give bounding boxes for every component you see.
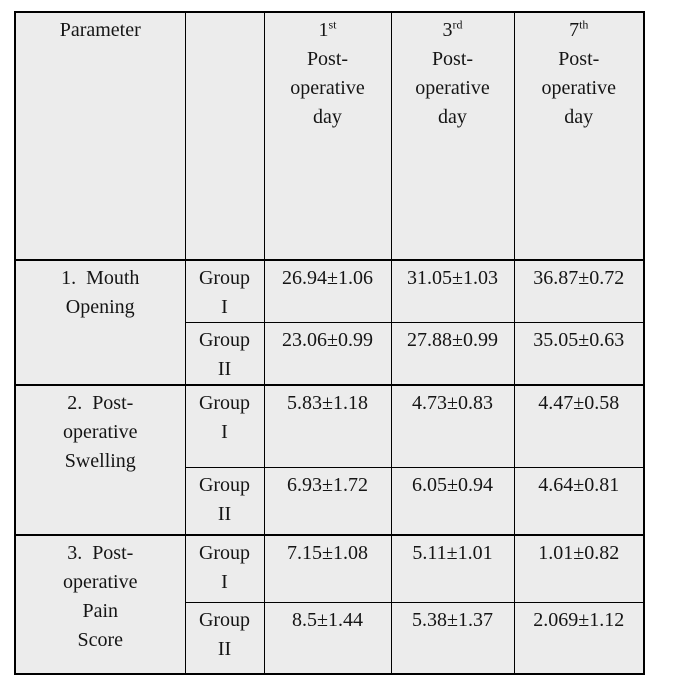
header-cell-day-7: 7th Post- operative day [513,11,645,261]
postoperative-results-table: Parameter 1st Post- operative day 3rd Po… [14,11,645,675]
value-cell: 5.11±1.01 [390,534,515,603]
value-cell: 23.06±0.99 [263,322,392,386]
value-cell: 4.47±0.58 [513,384,645,468]
day-7-line: operative [541,77,616,99]
param-line: 1. Mouth [61,267,140,289]
group-cell: Group II [184,322,265,386]
header-cell-parameter: Parameter [14,11,186,261]
group-cell: Group I [184,384,265,468]
table-row: Group II 8.5±1.44 5.38±1.37 2.069±1.12 [15,601,645,675]
group-numeral: I [221,571,228,593]
group-cell: Group II [184,601,265,675]
param-line: Opening [65,296,135,318]
group-cell: Group I [184,534,265,603]
ordinal-suffix: th [579,17,589,32]
group-label: Group [198,473,251,496]
day-1-line: operative [290,77,365,99]
header-row: Parameter 1st Post- operative day 3rd Po… [14,11,645,261]
param-cell-postoperative-pain-score: 3. Post- operative Pain Score [14,534,186,675]
header-cell-group [184,11,265,261]
group-cell: Group II [184,466,265,536]
value-cell: 4.64±0.81 [513,466,645,536]
group-numeral: I [221,421,228,443]
param-line: 3. Post- [67,542,134,564]
group-cell: Group I [184,259,265,323]
group-numeral: II [217,637,232,660]
table-row: 1. Mouth Opening Group I 26.94±1.06 31.0… [14,259,645,386]
day-3-line: Post- [431,48,474,70]
group-numeral: I [221,296,228,318]
param-line: operative [63,421,138,443]
day-7-line: day [564,106,594,128]
parameter-header-label: Parameter [59,19,141,41]
ordinal-suffix: st [328,17,337,32]
day-7-ordinal: 7th [569,17,589,41]
group-numeral: II [217,502,232,525]
param-cell-mouth-opening: 1. Mouth Opening [14,259,186,386]
ordinal-suffix: rd [452,17,463,32]
value-cell: 6.93±1.72 [263,466,392,536]
day-3-line: day [438,106,467,128]
value-cell: 36.87±0.72 [513,259,645,323]
param-line: Pain [82,600,119,622]
param-line: Score [77,629,124,651]
day-7-line: Post- [558,48,600,70]
value-cell: 31.05±1.03 [390,259,515,323]
param-line: 2. Post- [67,392,134,414]
header-cell-day-1: 1st Post- operative day [263,11,392,261]
day-1-line: Post- [306,48,349,70]
group-label: Group [198,542,251,564]
table-row: 2. Post- operative Swelling Group I 5.83… [14,384,645,536]
day-3-ordinal: 3rd [442,17,463,41]
value-cell: 4.73±0.83 [390,384,515,468]
day-1-ordinal: 1st [318,17,337,41]
group-label: Group [198,267,251,289]
value-cell: 5.38±1.37 [390,601,515,675]
param-line: Swelling [64,450,136,472]
header-cell-day-3: 3rd Post- operative day [390,11,515,261]
group-numeral: II [217,358,232,380]
day-3-line: operative [415,77,490,99]
group-label: Group [198,392,251,414]
value-cell: 1.01±0.82 [513,534,645,603]
value-cell: 8.5±1.44 [263,601,392,675]
table-row: Group II 23.06±0.99 27.88±0.99 35.05±0.6… [15,322,645,386]
page: Parameter 1st Post- operative day 3rd Po… [14,11,645,675]
value-cell: 26.94±1.06 [263,259,392,323]
value-cell: 2.069±1.12 [513,601,645,675]
day-1-line: day [313,106,342,128]
value-cell: 6.05±0.94 [390,466,515,536]
value-cell: 35.05±0.63 [513,322,645,386]
value-cell: 27.88±0.99 [390,322,515,386]
group-label: Group [198,329,251,351]
value-cell: 7.15±1.08 [263,534,392,603]
param-cell-postoperative-swelling: 2. Post- operative Swelling [14,384,186,536]
group-label: Group [198,608,251,631]
value-cell: 5.83±1.18 [263,384,392,468]
table-row: Group II 6.93±1.72 6.05±0.94 4.64±0.81 [15,466,645,536]
table-row: 3. Post- operative Pain Score Group I 7.… [14,534,645,675]
param-line: operative [63,571,138,593]
